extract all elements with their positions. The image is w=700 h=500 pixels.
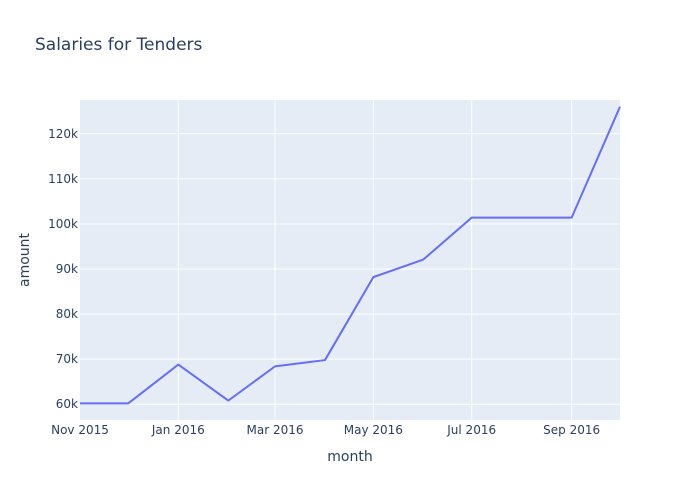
x-tick-labels: Nov 2015 Jan 2016 Mar 2016 May 2016 Jul 2016… <box>51 423 600 437</box>
x-tick-label: Nov 2015 <box>51 423 109 437</box>
data-point[interactable] <box>420 257 426 263</box>
x-tick-label: May 2016 <box>344 423 403 437</box>
data-point[interactable] <box>370 274 376 280</box>
data-point[interactable] <box>322 357 328 363</box>
y-tick-label: 60k <box>56 397 78 411</box>
y-tick-label: 110k <box>48 172 78 186</box>
data-point[interactable] <box>175 362 181 368</box>
y-tick-label: 70k <box>56 352 78 366</box>
data-point[interactable] <box>469 215 475 221</box>
x-tick-label: Jul 2016 <box>446 423 496 437</box>
y-tick-label: 90k <box>56 262 78 276</box>
data-point[interactable] <box>225 398 231 404</box>
series-group <box>80 104 623 406</box>
x-tick-label: Jan 2016 <box>151 423 205 437</box>
data-point[interactable] <box>519 215 525 221</box>
x-tick-label: Mar 2016 <box>247 423 304 437</box>
plot-area <box>80 100 620 420</box>
y-tick-labels: 60k 70k 80k 90k 100k 110k 120k <box>48 127 78 411</box>
chart-title: Salaries for Tenders <box>35 35 203 55</box>
data-point[interactable] <box>125 400 131 406</box>
y-axis-title: amount <box>17 232 33 287</box>
x-tick-label: Sep 2016 <box>543 423 600 437</box>
x-axis-title: month <box>327 449 372 465</box>
series-line <box>80 106 621 405</box>
data-point[interactable] <box>272 363 278 369</box>
data-point[interactable] <box>617 104 623 110</box>
y-tick-label: 120k <box>48 127 78 141</box>
y-tick-label: 100k <box>48 217 78 231</box>
data-point[interactable] <box>569 215 575 221</box>
y-gridlines <box>80 133 620 405</box>
y-tick-label: 80k <box>56 307 78 321</box>
